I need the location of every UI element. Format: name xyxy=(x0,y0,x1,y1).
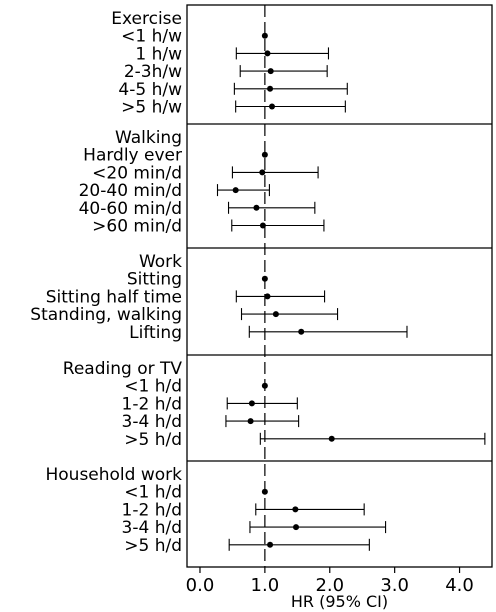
row-label: Standing, walking xyxy=(30,305,182,325)
row-label: 40-60 min/d xyxy=(79,199,182,219)
row-label: 3-4 h/d xyxy=(122,412,182,432)
row-label: 3-4 h/d xyxy=(122,518,182,538)
hr-point xyxy=(253,204,260,211)
hr-point xyxy=(261,382,268,389)
x-tick-label: 0.0 xyxy=(186,575,215,596)
hr-point xyxy=(298,328,305,335)
hr-point xyxy=(232,187,239,194)
row-label: >5 h/d xyxy=(124,430,182,450)
hr-point xyxy=(269,103,276,110)
row-label: Lifting xyxy=(129,323,182,343)
row-label: <20 min/d xyxy=(92,163,182,183)
hr-point xyxy=(261,488,268,495)
row-label: 1-2 h/d xyxy=(122,500,182,520)
hr-point xyxy=(261,275,268,282)
hr-point xyxy=(267,85,274,92)
group-title: Work xyxy=(139,252,182,272)
hr-point xyxy=(267,68,274,75)
row-label: >60 min/d xyxy=(92,217,182,237)
row-label: 4-5 h/w xyxy=(118,80,182,100)
row-label: 20-40 min/d xyxy=(79,181,182,201)
row-label: <1 h/d xyxy=(124,377,182,397)
x-axis: 0.0 1.0 2.0 3.0 4.0 xyxy=(186,567,474,596)
group-title: Exercise xyxy=(111,9,182,29)
hr-point xyxy=(292,506,299,513)
hr-point xyxy=(248,400,255,407)
hr-point xyxy=(247,418,254,425)
hr-point xyxy=(328,435,335,442)
row-label: Sitting xyxy=(127,270,182,290)
hr-point xyxy=(261,151,268,158)
panel-bands xyxy=(187,123,492,462)
row-label: <1 h/d xyxy=(124,483,182,503)
x-tick-label: 1.0 xyxy=(251,575,280,596)
row-label: Sitting half time xyxy=(46,287,182,307)
x-axis-label: HR (95% CI) xyxy=(291,592,388,611)
row-label: Hardly ever xyxy=(83,146,182,166)
hr-point xyxy=(261,32,268,39)
estimate-marks xyxy=(216,32,486,551)
row-labels: Exercise<1 h/w1 h/w2-3h/w4-5 h/w>5 h/w Wa… xyxy=(30,9,182,556)
group-title: Household work xyxy=(45,465,182,485)
row-label: >5 h/w xyxy=(121,98,182,118)
group-title: Reading or TV xyxy=(63,359,183,379)
hr-point xyxy=(272,311,279,318)
x-tick-label: 4.0 xyxy=(445,575,474,596)
row-label: <1 h/w xyxy=(121,27,182,47)
row-label: 1-2 h/d xyxy=(122,394,182,414)
hr-point xyxy=(259,222,266,229)
hr-point xyxy=(264,50,271,57)
x-tick-label: 3.0 xyxy=(380,575,409,596)
hr-point xyxy=(293,524,300,531)
hr-point xyxy=(267,541,274,548)
row-label: 2-3h/w xyxy=(124,62,182,82)
x-tick-label: 2.0 xyxy=(315,575,344,596)
row-label: 1 h/w xyxy=(135,44,182,64)
group-title: Walking xyxy=(115,128,182,148)
plot-frame xyxy=(186,4,493,568)
row-label: >5 h/d xyxy=(124,536,182,556)
hr-point xyxy=(259,169,266,176)
hr-point xyxy=(264,293,271,300)
